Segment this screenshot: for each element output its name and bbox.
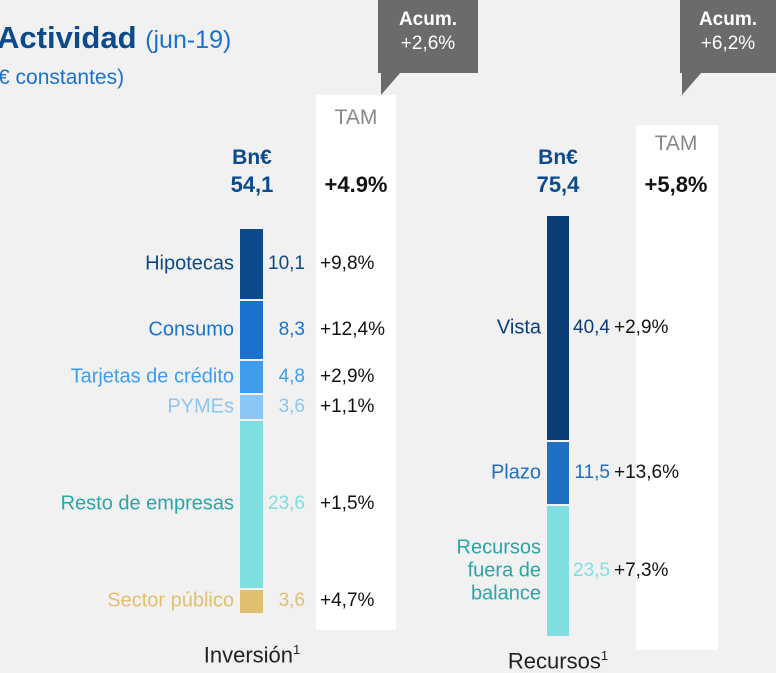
segment-name: PYMEs bbox=[167, 395, 234, 418]
segment-value: 3,6 bbox=[278, 590, 305, 612]
tam-column bbox=[316, 95, 396, 630]
callout-value: +2,6% bbox=[400, 33, 456, 54]
segment-name: Vista bbox=[496, 316, 541, 339]
callout: Acum. +2,6% bbox=[378, 0, 478, 73]
callout-title: Acum. bbox=[698, 9, 758, 30]
x-label-note: 1 bbox=[600, 648, 609, 663]
callout: Acum. +6,2% bbox=[680, 0, 776, 73]
segment-value: 23,5 bbox=[573, 560, 610, 582]
segment-tam: +1,5% bbox=[320, 493, 375, 515]
segment-value: 10,1 bbox=[268, 253, 305, 275]
title-row: Actividad (jun-19) bbox=[0, 20, 231, 56]
segment-name: Resto de empresas bbox=[60, 492, 234, 515]
segment-name: Recursos fuera de balance bbox=[456, 536, 541, 605]
unit: Bn€ bbox=[538, 146, 578, 169]
bar-segment bbox=[240, 589, 263, 614]
bar-segment bbox=[240, 360, 263, 393]
x-label-note: 1 bbox=[293, 642, 301, 657]
x-label-text: Recursos bbox=[507, 648, 601, 673]
x-label: Recursos1 bbox=[478, 648, 638, 673]
callout-pointer bbox=[381, 65, 407, 95]
callout-title: Acum. bbox=[398, 9, 458, 30]
bar-segment bbox=[240, 301, 263, 359]
segment-tam: +4,7% bbox=[320, 590, 375, 612]
segment-name: Tarjetas de crédito bbox=[70, 365, 234, 388]
tam-column bbox=[636, 125, 718, 650]
segment-value: 40,4 bbox=[573, 317, 610, 339]
segment-name: Sector público bbox=[107, 589, 234, 612]
segment-tam: +12,4% bbox=[320, 318, 385, 340]
segment-value: 23,6 bbox=[268, 493, 305, 515]
segment-value: 3,6 bbox=[278, 395, 305, 417]
total: 75,4 bbox=[536, 172, 580, 197]
segment-name: Consumo bbox=[148, 318, 234, 341]
bar-segment bbox=[240, 394, 263, 419]
bar-segment bbox=[547, 442, 569, 505]
tam-header: TAM bbox=[654, 132, 698, 155]
x-label: Inversión1 bbox=[172, 642, 332, 668]
segment-tam: +2,9% bbox=[614, 317, 669, 339]
tam-header: TAM bbox=[334, 106, 378, 129]
segment-name: Plazo bbox=[490, 461, 541, 484]
bar-segment bbox=[240, 229, 263, 300]
total: 54,1 bbox=[230, 172, 274, 197]
tam-total: +4.9% bbox=[324, 172, 388, 197]
bar-segment bbox=[547, 506, 569, 636]
segment-value: 8,3 bbox=[278, 318, 305, 340]
x-label-text: Inversión bbox=[203, 642, 294, 668]
segment-tam: +2,9% bbox=[320, 365, 375, 387]
segment-value: 4,8 bbox=[278, 365, 305, 387]
segment-tam: +9,8% bbox=[320, 253, 375, 275]
bar-segment bbox=[547, 216, 569, 441]
segment-tam: +1,1% bbox=[320, 395, 375, 417]
segment-value: 11,5 bbox=[574, 462, 610, 484]
unit: Bn€ bbox=[232, 146, 272, 169]
tam-total: +5,8% bbox=[644, 172, 708, 197]
title-note: (jun-19) bbox=[145, 26, 232, 54]
segment-tam: +13,6% bbox=[614, 462, 679, 484]
segment-name: Hipotecas bbox=[145, 252, 234, 275]
title: Actividad bbox=[0, 20, 137, 55]
subtitle: € constantes) bbox=[0, 66, 125, 89]
callout-value: +6,2% bbox=[700, 33, 756, 54]
callout-pointer bbox=[682, 65, 708, 95]
bar-segment bbox=[240, 420, 263, 588]
segment-tam: +7,3% bbox=[614, 560, 669, 582]
